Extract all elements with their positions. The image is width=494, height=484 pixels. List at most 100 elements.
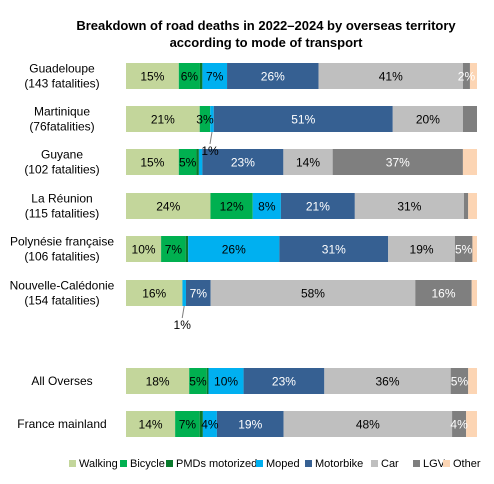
- segment-label: 7%: [179, 418, 197, 432]
- bar-segment: [472, 236, 477, 262]
- segment-label: 21%: [151, 113, 175, 127]
- legend-label: Motorbike: [315, 458, 363, 470]
- bar-segment: [279, 236, 389, 262]
- legend-swatch: [69, 460, 76, 467]
- legend-swatch: [413, 460, 420, 467]
- segment-label: 5%: [451, 375, 469, 389]
- bar-segment: [126, 280, 183, 306]
- bar-segment: [202, 63, 228, 89]
- segment-label: 37%: [386, 156, 410, 170]
- segment-label: 36%: [375, 375, 399, 389]
- callout-leader: [181, 305, 185, 319]
- bar-segment: [243, 368, 325, 394]
- category-label: (115 fatalities): [25, 207, 99, 221]
- category-label: France mainland: [17, 417, 106, 431]
- segment-label: 10%: [214, 375, 238, 389]
- bar-segment: [462, 106, 477, 132]
- bar-segment: [210, 106, 214, 132]
- legend-swatch: [443, 460, 450, 467]
- segment-label: 3%: [196, 113, 214, 127]
- bar-segment: [324, 368, 451, 394]
- legend-swatch: [166, 460, 173, 467]
- segment-label: 5%: [455, 243, 473, 257]
- category-label: Polynésie française: [10, 235, 114, 249]
- segment-label: 12%: [220, 200, 244, 214]
- bar-segment: [354, 193, 464, 219]
- segment-label: 26%: [261, 70, 285, 84]
- bar-segment: [454, 236, 473, 262]
- bar-segment: [463, 193, 469, 219]
- legend-swatch: [256, 460, 263, 467]
- segment-label: 31%: [322, 243, 346, 257]
- legend: Walking Bicycle PMDs motorized Moped Motorbi…: [69, 458, 481, 470]
- segment-label: 41%: [379, 70, 403, 84]
- segment-label: 4%: [450, 418, 468, 432]
- bar-segment: [283, 411, 453, 437]
- segment-label: 21%: [306, 200, 330, 214]
- segment-label: 19%: [238, 418, 262, 432]
- category-label: Guyane: [41, 148, 83, 162]
- bar-segment: [126, 149, 179, 175]
- bar-segment: [126, 236, 162, 262]
- callout-label: 1%: [174, 318, 192, 332]
- bar-segment: [210, 193, 253, 219]
- bar-segment: [450, 368, 469, 394]
- bar-segments: [126, 63, 477, 437]
- segment-label: 19%: [410, 243, 434, 257]
- category-label: (154 fatalities): [24, 294, 99, 308]
- legend-label: Walking: [79, 458, 118, 470]
- bar-segment: [468, 368, 477, 394]
- bar-segment: [175, 411, 200, 437]
- bar-segment: [452, 411, 467, 437]
- bar-segment: [126, 368, 190, 394]
- segment-label: 14%: [139, 418, 163, 432]
- segment-label: 16%: [142, 287, 166, 301]
- callout-leader: [209, 131, 213, 145]
- bar-segment: [126, 106, 200, 132]
- bar-segment: [126, 193, 211, 219]
- bar-segment: [126, 411, 176, 437]
- category-label: Guadeloupe: [29, 62, 95, 76]
- segment-label: 48%: [356, 418, 380, 432]
- bar-segment: [471, 280, 477, 306]
- segment-label: 14%: [296, 156, 320, 170]
- chart-title-line-2: according to mode of transport: [170, 35, 364, 50]
- category-label: All Overses: [31, 374, 92, 388]
- bar-segment: [415, 280, 472, 306]
- category-label: (143 fatalities): [24, 77, 99, 91]
- segment-label: 7%: [190, 287, 208, 301]
- bar-segment: [188, 236, 280, 262]
- bar-segment: [202, 411, 217, 437]
- bar-segment: [202, 149, 284, 175]
- category-labels: Guadeloupe(143 fatalities) Martinique(76f…: [10, 62, 115, 432]
- category-label: (76fatalities): [29, 120, 94, 134]
- bar-segment: [388, 236, 455, 262]
- category-label: (102 fatalities): [24, 163, 99, 177]
- legend-label: PMDs motorized: [176, 458, 257, 470]
- segment-label: 18%: [146, 375, 170, 389]
- legend-swatch: [371, 460, 378, 467]
- bar-segment: [252, 193, 281, 219]
- bar-segment: [185, 280, 211, 306]
- legend-swatch: [120, 460, 127, 467]
- bar-segment: [318, 63, 463, 89]
- bar-segment: [178, 63, 200, 89]
- category-label: La Réunion: [31, 192, 92, 206]
- legend-swatch: [305, 460, 312, 467]
- category-label: (106 fatalities): [24, 250, 99, 264]
- segment-label: 7%: [165, 243, 183, 257]
- segment-label: 20%: [416, 113, 440, 127]
- bar-segment: [126, 63, 179, 89]
- category-label: Martinique: [34, 105, 90, 119]
- bar-segment: [206, 368, 209, 394]
- segment-label: 24%: [156, 200, 180, 214]
- bar-segment: [213, 106, 393, 132]
- bar-segment: [199, 63, 203, 89]
- bar-segment: [280, 193, 355, 219]
- segment-label: 8%: [258, 200, 276, 214]
- bar-segment: [466, 411, 477, 437]
- bar-segment: [392, 106, 463, 132]
- bar-segment: [185, 236, 189, 262]
- bar-segment: [216, 411, 284, 437]
